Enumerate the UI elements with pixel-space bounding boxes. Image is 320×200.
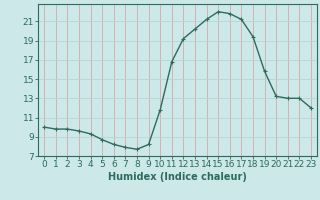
X-axis label: Humidex (Indice chaleur): Humidex (Indice chaleur) <box>108 172 247 182</box>
